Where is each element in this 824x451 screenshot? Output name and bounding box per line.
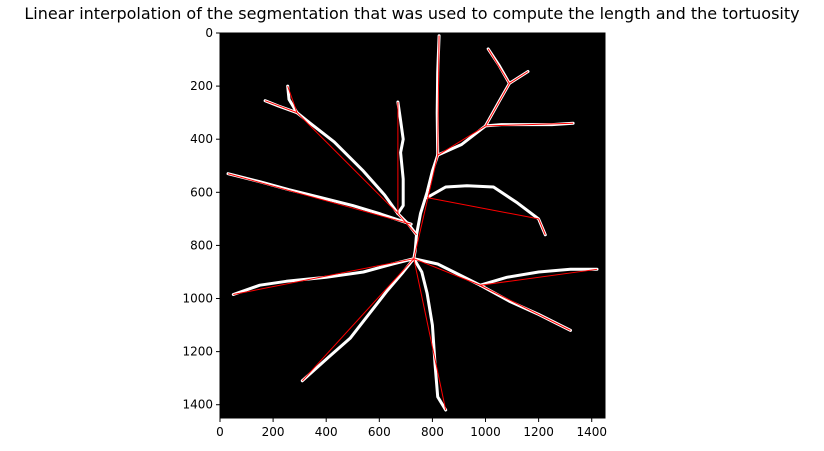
y-axis: 0 200 400 600 800 1000 1200 1400: [182, 26, 220, 412]
interpolation-line-0: [437, 35, 440, 156]
y-tick-label: 600: [190, 185, 213, 199]
interpolation-line-18: [413, 258, 481, 286]
y-tick-label: 1000: [182, 292, 213, 306]
y-tick-label: 800: [190, 238, 213, 252]
axes-frame: [219, 32, 606, 419]
x-tick-label: 1000: [470, 425, 501, 439]
interpolation-layer: [227, 35, 598, 411]
segmentation-path-7: [286, 84, 400, 216]
interpolation-line-12: [227, 173, 412, 225]
y-tick-label: 1400: [182, 398, 213, 412]
interpolation-line-1: [413, 155, 439, 259]
x-axis: 0 200 400 600 800 1000 1200 1400: [216, 418, 607, 439]
x-tick-label: 1400: [576, 425, 607, 439]
interpolation-line-9: [296, 112, 399, 214]
interpolation-line-20: [480, 268, 598, 286]
interpolation-line-7: [397, 213, 417, 236]
interpolation-line-13: [427, 197, 539, 220]
y-tick-label: 1200: [182, 345, 213, 359]
interpolation-line-16: [301, 258, 415, 382]
x-tick-label: 0: [216, 425, 224, 439]
segmentation-path-12: [300, 257, 416, 383]
segmentation-path-6: [396, 100, 405, 216]
y-tick-label: 200: [190, 79, 213, 93]
interpolation-line-6: [485, 122, 574, 127]
interpolation-line-19: [479, 284, 571, 331]
image-background: [220, 33, 605, 418]
interpolation-line-11: [264, 100, 298, 114]
y-tick-label: 0: [205, 26, 213, 40]
x-tick-label: 600: [368, 425, 391, 439]
y-tick-label: 400: [190, 132, 213, 146]
interpolation-line-15: [233, 258, 414, 296]
x-tick-label: 400: [315, 425, 338, 439]
interpolation-line-5: [487, 48, 510, 84]
x-tick-label: 800: [421, 425, 444, 439]
interpolation-line-10: [287, 85, 298, 113]
interpolation-line-17: [413, 258, 447, 411]
interpolation-line-14: [538, 218, 546, 235]
chart-title: Linear interpolation of the segmentation…: [24, 4, 800, 23]
interpolation-line-3: [485, 83, 510, 127]
segmentation-path-13: [412, 257, 448, 412]
interpolation-line-4: [509, 71, 529, 84]
segmentation-path-9: [226, 172, 413, 226]
interpolation-line-2: [437, 125, 486, 156]
x-tick-label: 200: [262, 425, 285, 439]
x-tick-label: 1200: [523, 425, 554, 439]
segmentation-path-11: [231, 257, 416, 296]
segmentation-path-15: [478, 267, 599, 287]
